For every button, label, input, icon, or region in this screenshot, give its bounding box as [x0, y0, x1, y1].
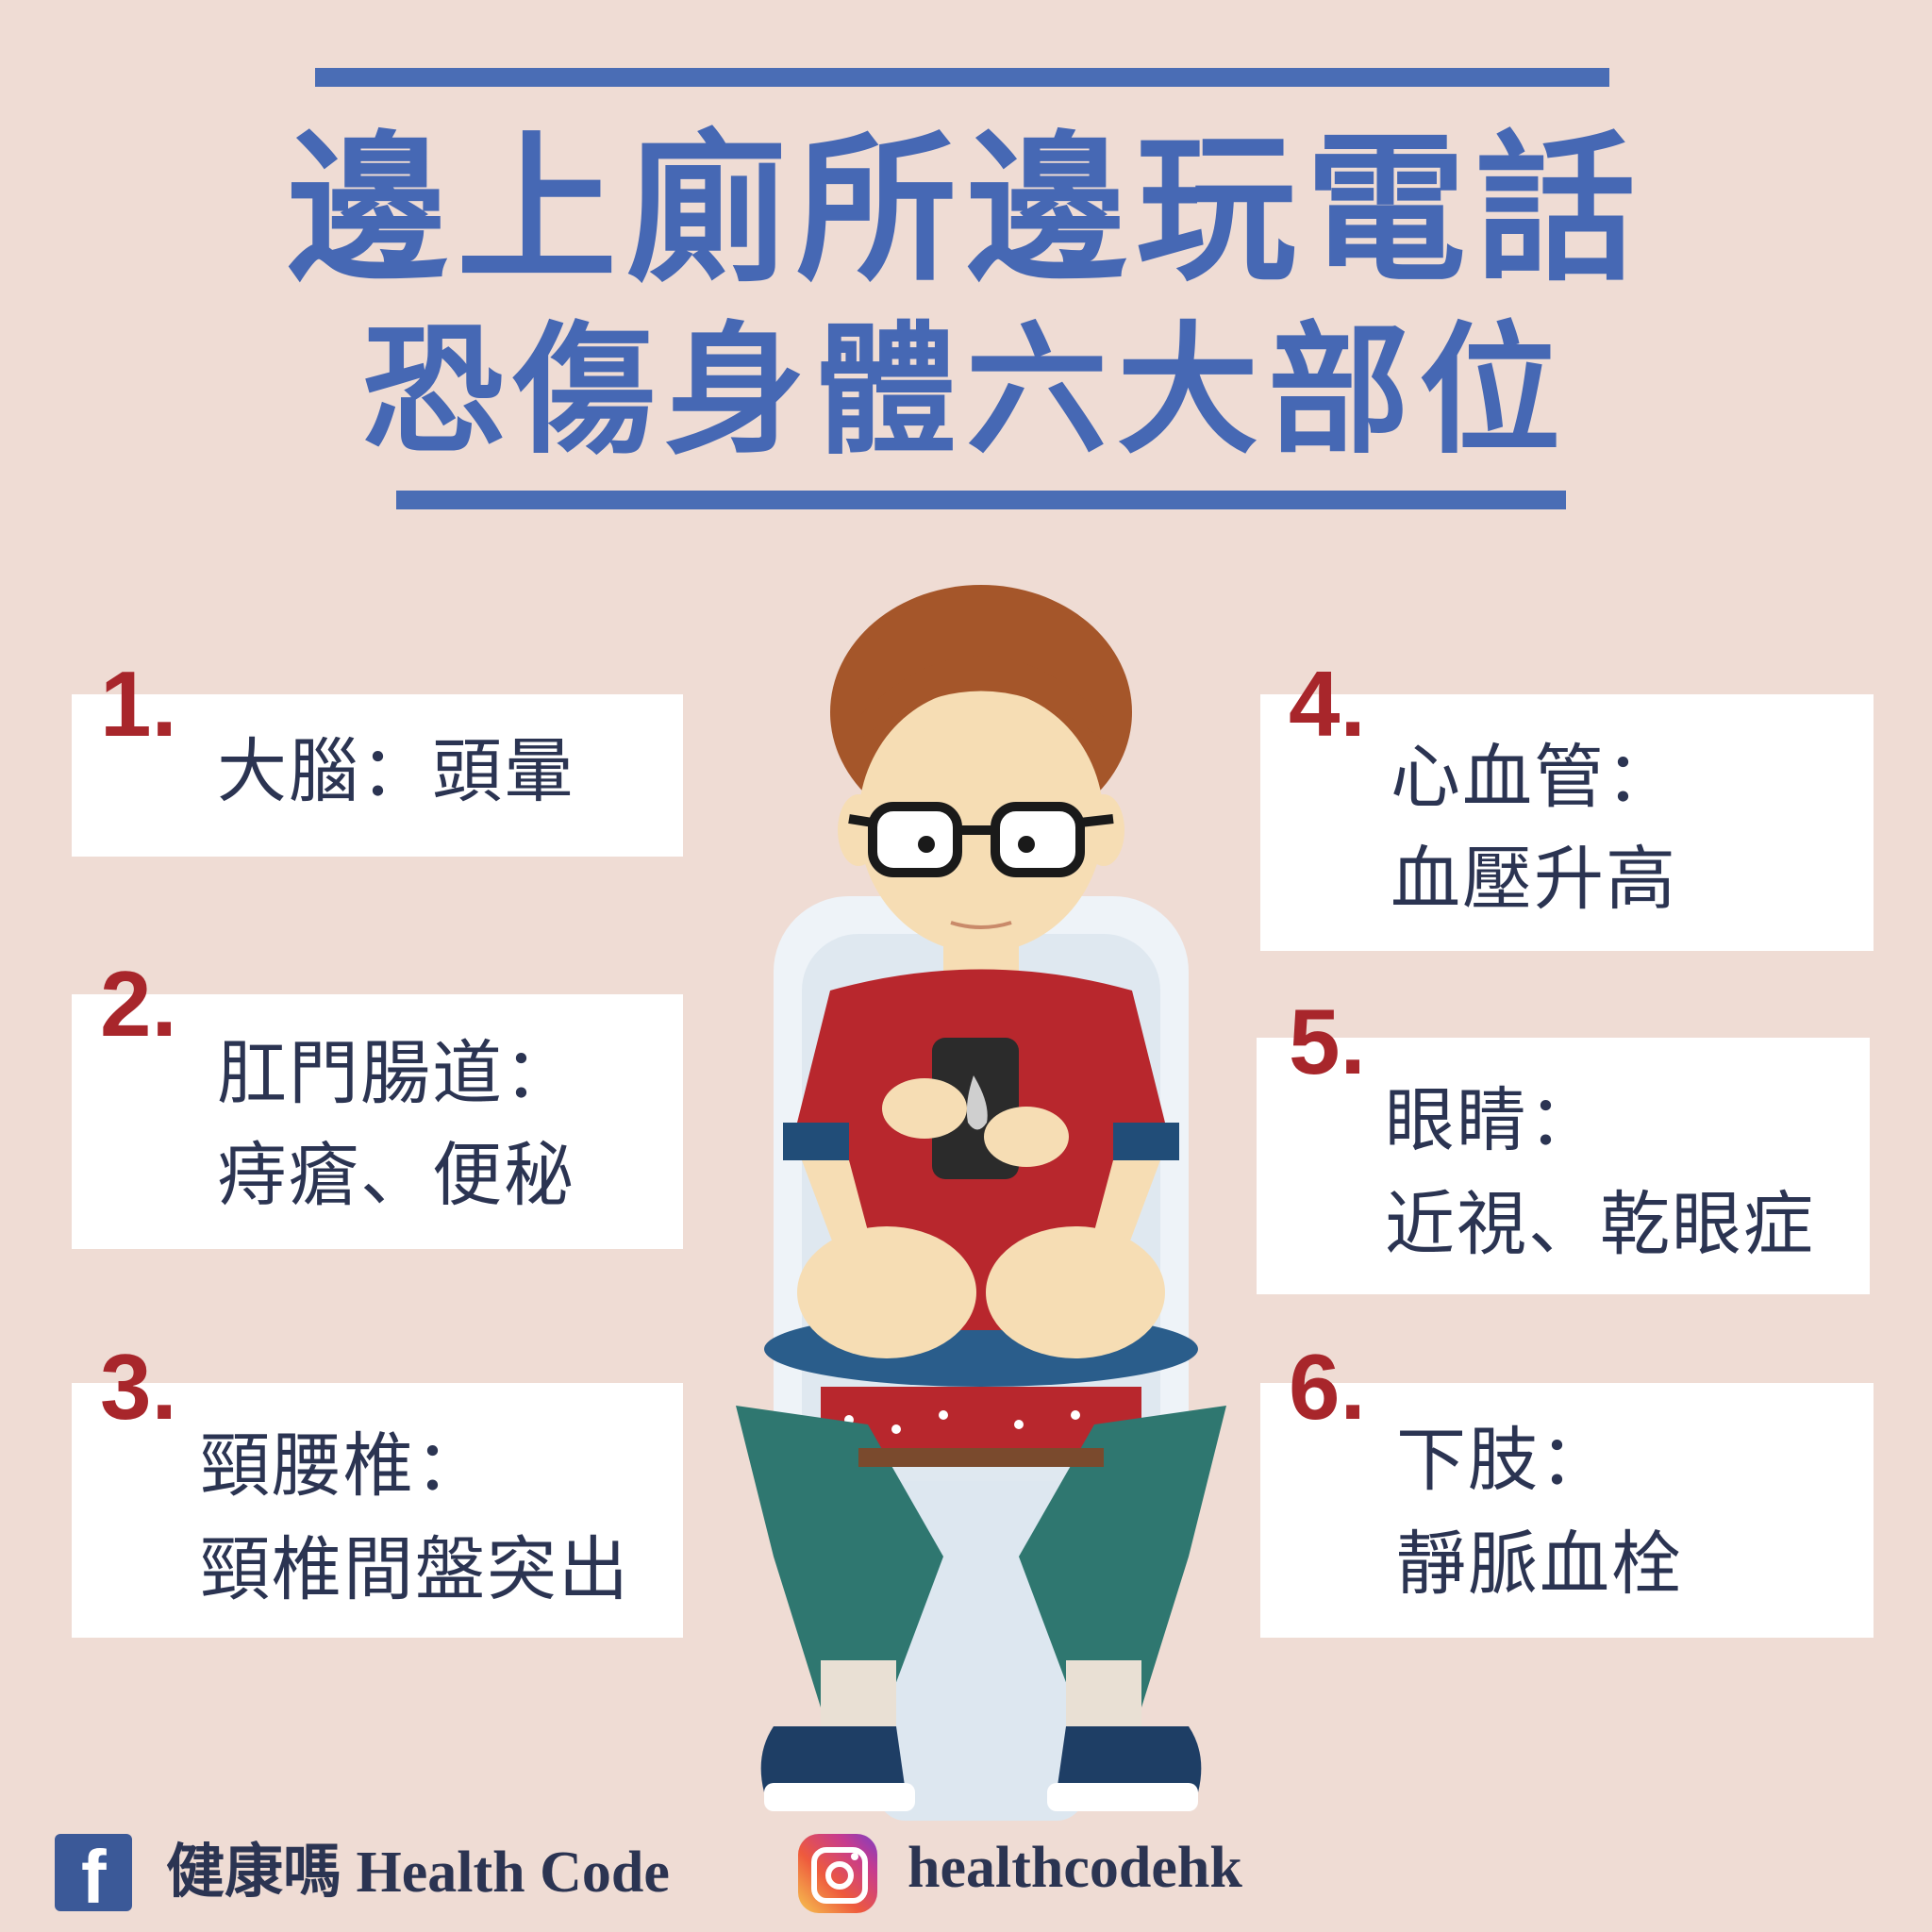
item-label-4a: 心血管：	[1391, 737, 1677, 818]
item-label-3a: 頸腰椎：	[200, 1425, 487, 1507]
item-label-4b: 血壓升高	[1391, 839, 1677, 920]
item-card-2	[72, 994, 683, 1249]
item-card-4	[1260, 694, 1874, 951]
item-label-6b: 靜脈血栓	[1396, 1524, 1683, 1605]
item-number-1: 1.	[100, 652, 177, 756]
item-label-6a: 下肢：	[1396, 1420, 1611, 1501]
instagram-handle: healthcodehk	[908, 1836, 1242, 1900]
item-label-1: 大腦：頭暈	[217, 731, 575, 812]
title-line2: 恐傷身體六大部位	[361, 309, 1570, 474]
item-number-5: 5.	[1289, 990, 1366, 1093]
item-number-6: 6.	[1289, 1335, 1366, 1439]
item-card-3	[72, 1383, 683, 1638]
item-number-4: 4.	[1289, 652, 1366, 756]
man-on-toilet-illustration	[736, 585, 1226, 1821]
facebook-icon[interactable]: f	[55, 1834, 132, 1915]
item-number-2: 2.	[100, 952, 177, 1056]
item-label-5b: 近視、乾眼症	[1385, 1184, 1815, 1265]
item-label-2b: 痔瘡、便秘	[217, 1135, 575, 1216]
title-line1: 邊上廁所邊玩電話	[286, 117, 1645, 304]
item-card-5	[1257, 1038, 1870, 1294]
bottom-rule	[396, 491, 1566, 509]
instagram-icon[interactable]	[798, 1834, 877, 1913]
item-card-6	[1260, 1383, 1874, 1638]
item-card-1	[72, 694, 683, 857]
item-label-5a: 眼睛：	[1385, 1080, 1600, 1161]
top-rule	[315, 68, 1609, 87]
item-label-3b: 頸椎間盤突出	[200, 1529, 630, 1610]
item-number-3: 3.	[100, 1335, 177, 1439]
item-label-2a: 肛門腸道：	[217, 1033, 575, 1114]
facebook-page-name: 健康嗎 Health Code	[166, 1840, 670, 1905]
